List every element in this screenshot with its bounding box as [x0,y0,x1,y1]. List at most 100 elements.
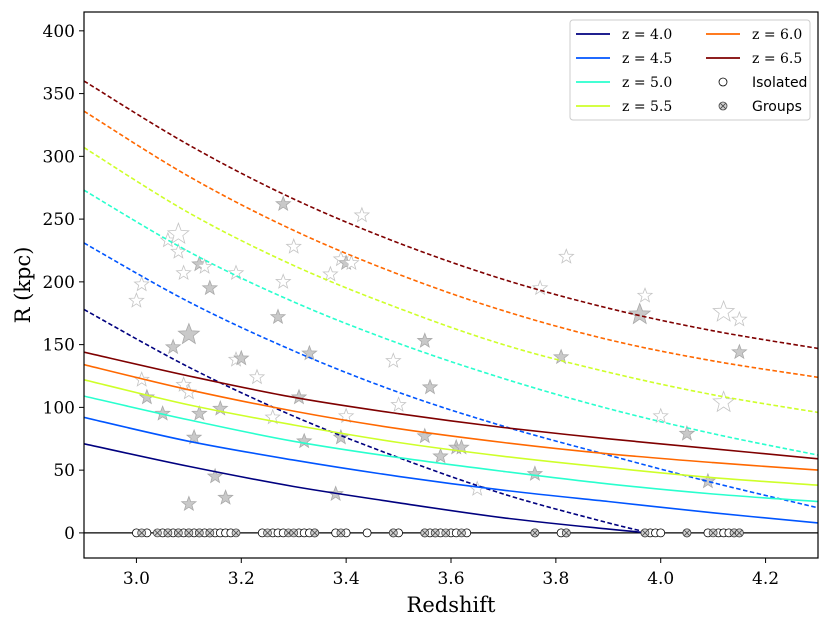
legend-label: z = 5.5 [622,99,672,115]
star-point [712,299,736,322]
star-point [526,465,544,481]
star-point [166,222,190,245]
group-marker-cross [442,529,449,536]
group-marker-cross [185,529,192,536]
star-point [175,264,192,281]
legend-circle-swatch [718,77,728,87]
group-marker-cross [458,529,465,536]
legend-label: Isolated [752,75,807,91]
legend-label: z = 4.5 [622,51,672,67]
series-line-dashed [84,189,818,456]
group-marker-cross [154,529,161,536]
star-point [138,388,156,405]
legend-label: z = 6.5 [752,51,802,67]
star-point [269,308,287,325]
group-marker-cross [337,529,344,536]
star-point [628,302,652,325]
x-tick-label: 4.2 [752,569,779,589]
series-line-solid [84,395,818,503]
x-tick-label: 3.0 [123,569,150,589]
group-marker-cross [311,529,318,536]
star-point [170,243,187,259]
series-line-solid [84,363,818,471]
star-point [421,378,439,395]
star-point [164,338,182,355]
y-tick-label: 0 [64,524,75,544]
series-line-solid [84,416,818,524]
group-marker-cross [290,529,297,536]
star-point [416,332,433,348]
star-point [296,432,313,449]
group-marker-cross [175,529,182,536]
legend-label: z = 4.0 [622,27,672,43]
star-point [217,489,234,505]
group-marker-cross [421,529,428,536]
y-tick-label: 300 [43,147,75,167]
x-tick-label: 3.8 [542,569,569,589]
star-point [275,273,292,289]
star-point [636,287,654,303]
star-point [531,279,549,296]
y-tick-label: 200 [43,273,75,293]
star-point [196,258,213,274]
star-point [128,292,145,308]
series-line-dashed [84,308,651,534]
y-tick-label: 350 [43,85,75,105]
star-point [180,383,198,400]
isolated-marker [656,528,666,538]
group-marker-cross [206,529,213,536]
star-point [285,238,302,254]
isolated-marker [362,528,372,538]
group-marker-cross [264,529,271,536]
star-point [678,425,696,441]
star-point [558,248,575,264]
group-marker-cross [164,529,171,536]
x-tick-label: 3.4 [333,569,360,589]
star-point [712,390,736,413]
series-line-dashed [84,80,818,350]
y-tick-label: 100 [43,398,75,418]
legend: z = 4.0 z = 4.5 z = 5.0 z = 5.5 z = 6.0 z = 6… [569,19,811,121]
group-marker-cross [432,529,439,536]
star-point [337,407,355,424]
star-point [133,275,150,292]
legend-box [569,19,811,121]
series-line-dashed [84,146,818,414]
x-axis-ticks: 3.0 3.2 3.4 3.6 3.8 4.0 4.2 [123,558,779,589]
group-marker-cross [138,529,145,536]
plot-content [84,80,818,538]
series-line-dashed [84,110,818,379]
star-point [201,279,219,296]
x-tick-label: 3.2 [228,569,255,589]
star-point [353,206,371,223]
group-marker-cross [390,529,397,536]
star-point [385,352,402,368]
star-point [322,265,339,282]
star-point [185,428,203,445]
star-point [275,195,292,212]
star-point [191,405,208,421]
group-marker-cross [196,529,203,536]
star-point [552,348,570,365]
star-point [731,310,748,327]
group-marker-cross [531,529,538,536]
star-point [290,388,308,405]
star-point [206,467,224,484]
star-point [248,368,266,385]
y-tick-label: 400 [43,22,75,42]
star-point [177,322,201,345]
star-point [332,428,350,445]
star-point [390,396,407,412]
star-point [652,407,669,424]
series-line-solid [84,443,651,534]
star-point [731,343,748,360]
group-marker-cross [563,529,570,536]
star-point [227,264,245,281]
y-axis-label: R (kpc) [11,247,35,324]
y-tick-label: 250 [43,210,75,230]
x-axis-label: Redshift [407,593,496,617]
star-point [233,349,250,366]
series-line-solid [84,351,818,460]
star-point [154,405,171,421]
group-marker-cross [710,529,717,536]
